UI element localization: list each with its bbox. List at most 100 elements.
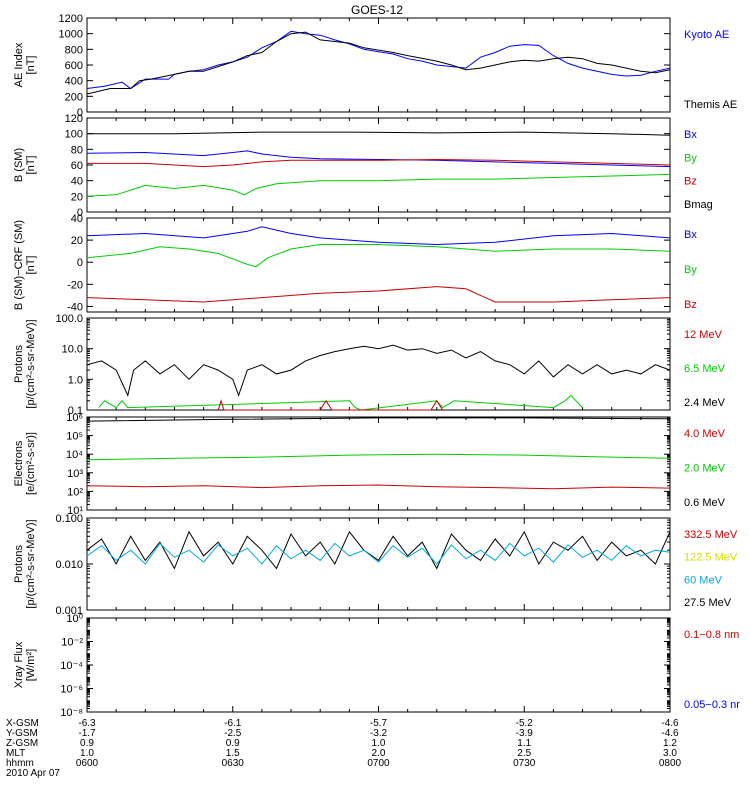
x-axis-table: X-GSM -6.3 -6.1 -5.7 -5.2 -4.6 Y-GSM -1.7 -2.5 -3… — [6, 718, 682, 779]
y-tick-label: 10¹ — [67, 505, 83, 517]
x-row-label: MLT — [6, 748, 25, 759]
x-row-value: 2.5 — [517, 748, 531, 759]
x-row-value: 1.1 — [517, 738, 531, 749]
y-tick-label: 10⁻⁴ — [60, 660, 83, 672]
legend-entry: 4.0 MeV — [684, 428, 726, 440]
legend-entry: 0.6 MeV — [684, 497, 726, 509]
x-row-value: 0730 — [513, 758, 536, 769]
y-tick-label: 0.010 — [55, 559, 83, 571]
y-axis-label-line: B (SM) — [13, 148, 25, 182]
y-axis-label-line: AE Index — [13, 42, 25, 87]
legend-entry: Bx — [684, 129, 697, 141]
x-row-value: 1.5 — [226, 748, 240, 759]
series-line-27-5-mev — [86, 530, 671, 570]
series-line-by — [86, 173, 671, 197]
y-tick-label: 0.001 — [55, 605, 83, 617]
x-row-value: -1.7 — [78, 728, 96, 739]
series-line-2-4-mev — [86, 344, 671, 397]
x-row-value: 0800 — [659, 758, 682, 769]
x-row-value: -6.3 — [78, 718, 96, 729]
x-row-value: 0600 — [76, 758, 99, 769]
y-tick-label: 40 — [71, 176, 83, 188]
series-line-6-5-mev — [98, 394, 583, 411]
y-axis-label-line: [e/(cm²-s-sr)] — [25, 432, 37, 495]
x-row-value: -4.6 — [661, 728, 679, 739]
y-axis-label-line: B (SM)−CRF (SM) — [13, 220, 25, 310]
x-row-value: 1.0 — [80, 748, 94, 759]
y-tick-label: 800 — [65, 44, 83, 56]
legend-entry: Bz — [684, 299, 697, 311]
legend-entry: Themis AE — [684, 99, 737, 111]
legend-entry: 27.5 MeV — [684, 597, 732, 609]
y-axis-label-line: Xray Flux — [13, 641, 25, 688]
y-tick-label: -20 — [67, 279, 83, 291]
y-tick-label: 1000 — [59, 29, 83, 41]
y-tick-label: 400 — [65, 76, 83, 88]
series-line-themis-ae — [86, 31, 671, 95]
series-line-bx — [86, 150, 671, 168]
y-tick-label: 10² — [67, 486, 83, 498]
panel-3: -40 -20 0 20 40 B (SM)−CRF (SM)[nT] Bx By Bz — [13, 213, 697, 313]
series-line-bz — [87, 158, 671, 168]
panel-frame — [86, 217, 671, 313]
y-axis-label: Xray Flux[W/m²] — [13, 641, 37, 688]
x-row-value: -3.9 — [516, 728, 534, 739]
y-tick-label: 0 — [77, 107, 83, 119]
y-axis-label: Electrons[e/(cm²-s-sr)] — [13, 432, 37, 495]
panel-6: 0.001 0.010 0.100 Protons[p/(cm²-s-sr-MeV)]… — [13, 513, 738, 617]
y-tick-label: 600 — [65, 60, 83, 72]
y-tick-label: 0.1 — [68, 405, 83, 417]
x-row-label: Y-GSM — [6, 728, 38, 739]
legend-entry: 6.5 MeV — [684, 363, 726, 375]
x-row-value: -5.2 — [516, 718, 534, 729]
legend-entry: By — [684, 264, 697, 276]
panel-frame — [86, 416, 671, 511]
date-label: 2010 Apr 07 — [6, 768, 60, 779]
x-row-label: hhmm — [6, 758, 34, 769]
y-tick-label: 20 — [71, 191, 83, 203]
legend-entry: Bx — [684, 229, 697, 241]
panel-1: 0 200 400 600 800 1000 1200 AE Index[nT] Kyoto A… — [13, 13, 737, 119]
y-tick-label: 0.100 — [55, 513, 83, 525]
y-axis-label-line: [p/(cm²-s-sr-MeV)] — [25, 519, 37, 608]
x-row-value: -3.2 — [370, 728, 388, 739]
y-tick-label: 10³ — [67, 468, 83, 480]
x-row-label: Z-GSM — [6, 738, 38, 749]
figure-title: GOES-12 — [351, 3, 403, 17]
y-tick-label: 1200 — [59, 13, 83, 25]
x-row-value: 3.0 — [663, 748, 677, 759]
y-tick-label: 10⁻² — [61, 637, 83, 649]
y-tick-label: 10⁵ — [66, 431, 83, 443]
y-axis-label-line: [nT] — [25, 156, 37, 175]
series-line-0-6-mev — [86, 417, 671, 422]
x-row-value: -6.1 — [224, 718, 242, 729]
series-line-60-mev — [86, 542, 671, 565]
y-tick-label: 20 — [71, 235, 83, 247]
y-axis-label: Protons[p/(cm²-s-sr-MeV)] — [13, 519, 37, 608]
x-row-value: -4.6 — [661, 718, 679, 729]
series-line-bz — [86, 286, 671, 303]
panel-frame — [86, 617, 671, 713]
series-line-12-mev — [217, 399, 444, 411]
y-tick-label: 0 — [77, 257, 83, 269]
y-axis-label-line: Protons — [13, 545, 25, 583]
legend-entry: Bz — [684, 176, 697, 188]
x-row-value: 1.2 — [663, 738, 677, 749]
x-row-value: 0.9 — [80, 738, 94, 749]
legend-entry: 60 MeV — [684, 574, 723, 586]
panel-frame — [86, 517, 671, 611]
legend-entry: By — [684, 152, 697, 164]
y-tick-label: 80 — [71, 144, 83, 156]
y-axis-label-line: Protons — [13, 345, 25, 383]
legend-entry: 122.5 MeV — [684, 552, 738, 564]
y-axis-label-line: [nT] — [25, 256, 37, 275]
y-tick-label: 0 — [77, 207, 83, 219]
series-line-kyoto-ae — [86, 30, 671, 90]
panel-5: 10¹ 10² 10³ 10⁴ 10⁵ 10⁶ Electrons[e/(cm²-s-sr)… — [13, 412, 726, 517]
y-tick-label: 60 — [71, 160, 83, 172]
y-axis-label: Protons[p/(cm²-s-sr-MeV)] — [13, 319, 37, 408]
legend-entry: 2.0 MeV — [684, 463, 726, 475]
x-row-value: 0.9 — [226, 738, 240, 749]
x-row-label: X-GSM — [6, 718, 39, 729]
